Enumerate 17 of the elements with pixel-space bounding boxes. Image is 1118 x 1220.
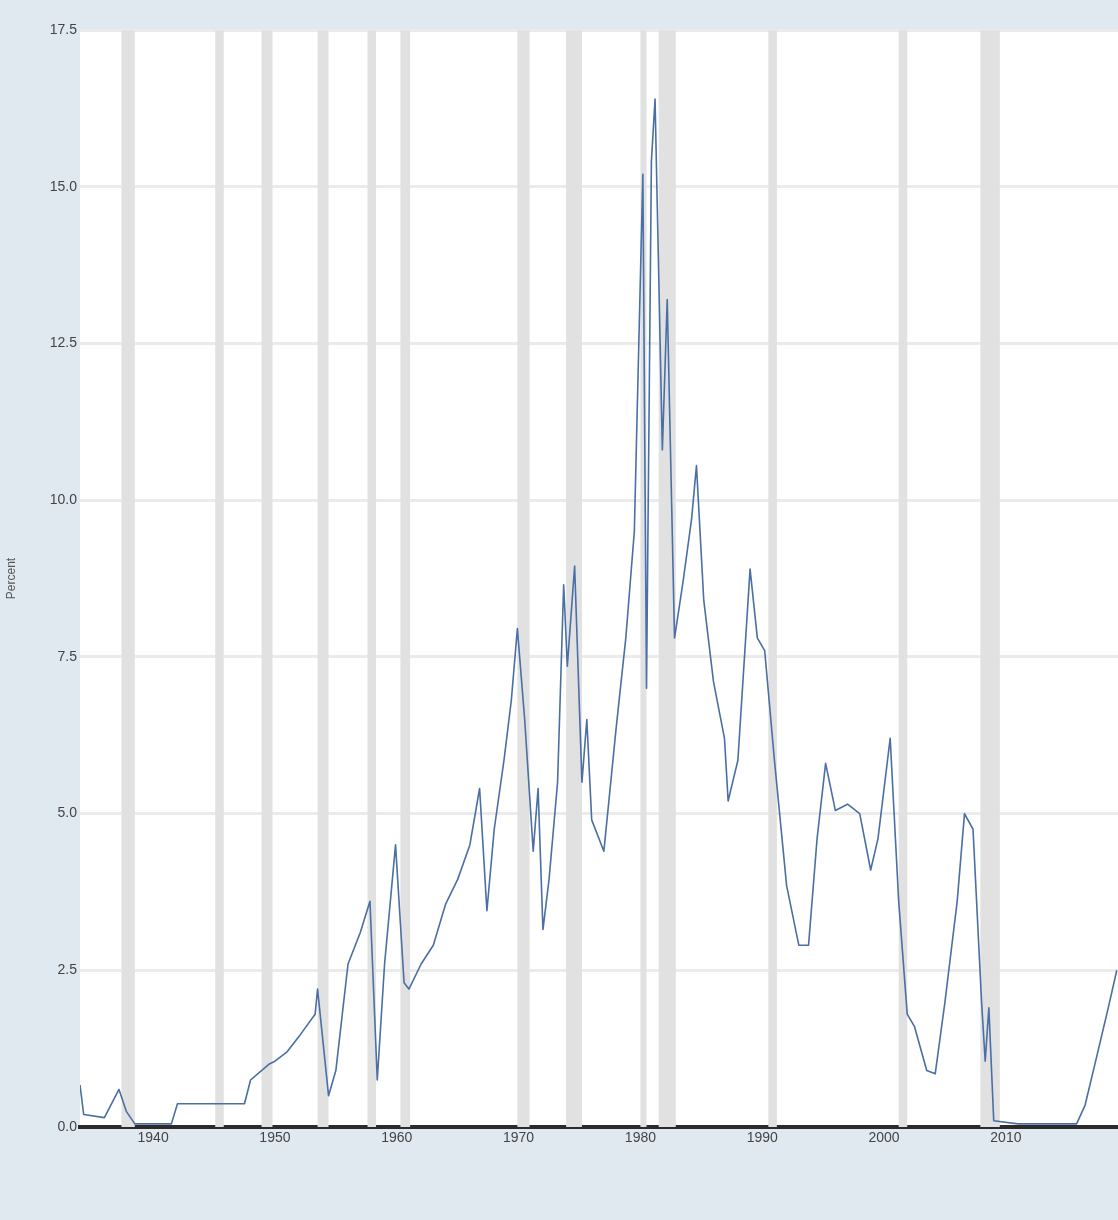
y-tick-label: 10.0 xyxy=(49,491,78,507)
x-tick-label: 1980 xyxy=(624,1129,657,1146)
x-tick-label: 1960 xyxy=(381,1129,413,1146)
x-tick-label: 1970 xyxy=(503,1129,535,1146)
y-tick-label: 12.5 xyxy=(49,334,78,351)
y-tick-label: 7.5 xyxy=(57,647,78,664)
y-tick-label: 0.0 xyxy=(57,1117,78,1134)
x-tick-label: 1950 xyxy=(259,1129,291,1146)
x-tick-label: 1940 xyxy=(137,1129,169,1146)
y-tick-label: 17.5 xyxy=(49,20,78,37)
y-axis-title: Percent xyxy=(3,557,18,600)
x-tick-label: 2000 xyxy=(868,1129,900,1146)
y-tick-label: 5.0 xyxy=(57,804,78,821)
x-tick-label: 1990 xyxy=(746,1129,779,1146)
y-tick-label: 15.0 xyxy=(49,177,78,194)
x-tick-label: 2010 xyxy=(990,1129,1022,1146)
y-tick-label: 2.5 xyxy=(57,961,78,978)
